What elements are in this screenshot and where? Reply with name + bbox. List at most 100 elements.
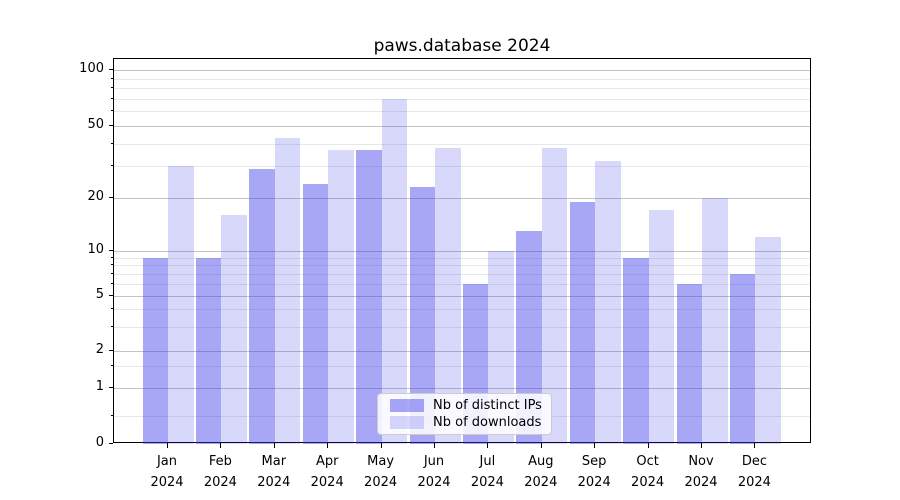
x-tick-label: Jul 2024 bbox=[455, 451, 519, 493]
y-tick-label: 1 bbox=[95, 379, 104, 394]
x-tick-month: Sep bbox=[581, 454, 607, 469]
legend-row: Nb of distinct IPs bbox=[390, 397, 542, 414]
bar-distinct-ips bbox=[142, 257, 168, 444]
x-tick-year: 2024 bbox=[257, 475, 291, 490]
x-axis-tick bbox=[220, 443, 222, 448]
y-axis-minor-tick bbox=[111, 165, 113, 167]
gridline-minor bbox=[114, 111, 810, 113]
x-tick-label: Mar 2024 bbox=[242, 451, 306, 493]
x-axis-tick bbox=[273, 443, 275, 448]
bar-distinct-ips bbox=[676, 284, 702, 444]
y-axis-minor-tick bbox=[111, 264, 113, 266]
gridline-minor bbox=[114, 143, 810, 145]
y-axis-minor-tick bbox=[111, 365, 113, 367]
x-tick-label: Oct 2024 bbox=[616, 451, 680, 493]
gridline-minor bbox=[114, 284, 810, 286]
x-axis-tick bbox=[327, 443, 329, 448]
x-tick-year: 2024 bbox=[417, 475, 451, 490]
legend: Nb of distinct IPs Nb of downloads bbox=[377, 393, 552, 435]
gridline-minor bbox=[114, 265, 810, 267]
bar-distinct-ips bbox=[249, 168, 275, 444]
x-tick-label: Aug 2024 bbox=[509, 451, 573, 493]
y-axis-tick bbox=[109, 443, 113, 444]
legend-row: Nb of downloads bbox=[390, 414, 542, 431]
x-tick-month: Jan bbox=[156, 454, 178, 469]
bar-downloads bbox=[702, 198, 728, 444]
x-axis-tick bbox=[754, 443, 756, 448]
legend-swatch bbox=[390, 416, 424, 429]
x-tick-year: 2024 bbox=[684, 475, 718, 490]
bar-downloads bbox=[648, 210, 675, 444]
bar-downloads bbox=[381, 98, 408, 444]
x-axis-tick bbox=[647, 443, 649, 448]
legend-item-label: Nb of distinct IPs bbox=[433, 398, 542, 413]
x-tick-month: May bbox=[367, 454, 395, 469]
bar-distinct-ips bbox=[623, 257, 649, 444]
x-tick-year: 2024 bbox=[203, 475, 237, 490]
y-axis-minor-tick bbox=[111, 325, 113, 327]
gridline-minor bbox=[114, 309, 810, 311]
plot-area bbox=[113, 58, 811, 444]
y-tick-label: 20 bbox=[87, 189, 104, 204]
y-axis-tick bbox=[109, 125, 113, 126]
x-tick-label: May 2024 bbox=[349, 451, 413, 493]
x-axis-tick bbox=[167, 443, 168, 448]
x-tick-year: 2024 bbox=[470, 475, 504, 490]
y-axis-minor-tick bbox=[111, 415, 113, 416]
x-tick-month: Dec bbox=[741, 454, 767, 469]
x-tick-year: 2024 bbox=[310, 475, 344, 490]
bar-downloads bbox=[328, 149, 354, 444]
y-axis-minor-tick bbox=[111, 110, 113, 112]
gridline-major bbox=[114, 251, 810, 252]
x-tick-label: Apr 2024 bbox=[295, 451, 359, 493]
y-axis-minor-tick bbox=[111, 256, 113, 258]
x-axis-tick bbox=[434, 443, 435, 448]
y-axis-tick bbox=[109, 197, 113, 198]
x-axis-tick bbox=[487, 443, 489, 448]
x-tick-year: 2024 bbox=[150, 475, 184, 490]
bar-distinct-ips bbox=[569, 201, 596, 444]
gridline-major bbox=[114, 198, 810, 199]
x-tick-month: Oct bbox=[636, 454, 659, 469]
y-axis-tick bbox=[109, 350, 113, 351]
y-axis-minor-tick bbox=[111, 273, 113, 275]
x-tick-month: Jul bbox=[479, 454, 496, 469]
gridline-major bbox=[114, 126, 810, 127]
bar-downloads bbox=[595, 161, 621, 444]
gridline-minor bbox=[114, 78, 810, 80]
y-axis-minor-tick bbox=[111, 308, 113, 310]
y-axis-minor-tick bbox=[111, 87, 113, 89]
y-axis-minor-tick bbox=[111, 97, 113, 99]
gridline-minor bbox=[114, 166, 810, 168]
y-axis-minor-tick bbox=[111, 77, 113, 79]
x-tick-month: Mar bbox=[261, 454, 287, 469]
bar-downloads bbox=[755, 237, 781, 444]
x-tick-label: Nov 2024 bbox=[669, 451, 733, 493]
x-tick-month: Feb bbox=[208, 454, 232, 469]
y-axis-tick bbox=[109, 250, 113, 251]
y-axis-tick bbox=[109, 69, 113, 70]
y-tick-label: 2 bbox=[95, 342, 104, 357]
y-axis-tick bbox=[109, 295, 113, 296]
bar-downloads bbox=[274, 137, 301, 444]
x-tick-label: Sep 2024 bbox=[562, 451, 626, 493]
bar-downloads bbox=[168, 166, 194, 444]
bar-downloads bbox=[221, 215, 247, 444]
x-axis-tick bbox=[540, 443, 542, 448]
x-tick-month: Jun bbox=[423, 454, 445, 469]
x-tick-month: Apr bbox=[315, 454, 339, 469]
chart-title: paws.database 2024 bbox=[373, 36, 551, 56]
legend-swatch bbox=[390, 399, 424, 412]
gridline-major bbox=[114, 388, 810, 389]
x-tick-label: Jun 2024 bbox=[402, 451, 466, 493]
x-axis-tick bbox=[380, 443, 382, 448]
x-tick-label: Feb 2024 bbox=[188, 451, 252, 493]
bar-distinct-ips bbox=[302, 183, 329, 444]
y-tick-label: 0 bbox=[95, 435, 104, 450]
x-tick-year: 2024 bbox=[631, 475, 665, 490]
x-tick-month: Nov bbox=[688, 454, 714, 469]
gridline-major bbox=[114, 296, 810, 297]
x-axis-tick bbox=[594, 443, 596, 448]
y-axis-tick bbox=[109, 387, 113, 388]
